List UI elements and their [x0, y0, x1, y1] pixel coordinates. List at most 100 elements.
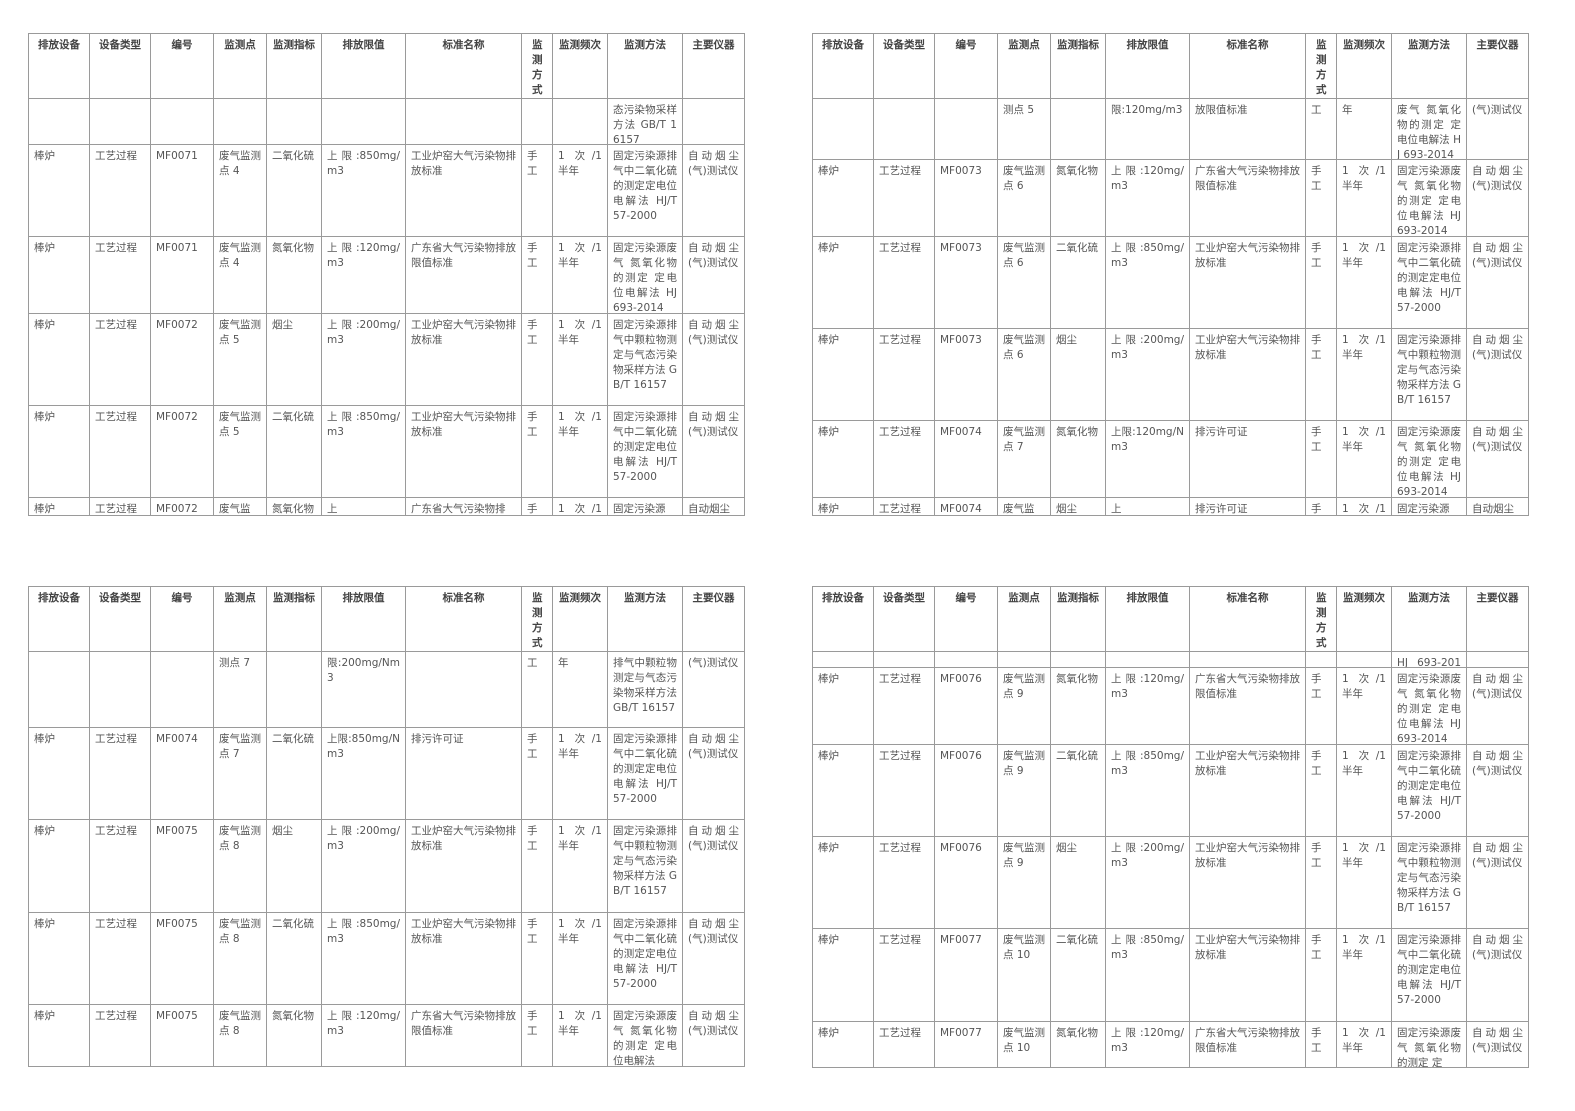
cell-text: 上限:120mg/m3 [1111, 165, 1184, 192]
cell-text: 棒炉 [818, 673, 839, 685]
cell-text: 工艺过程 [95, 319, 137, 331]
table-row: 棒炉 工艺过程 MF0071 废气监测点 4 氮氧化物 上限:120mg/m3 广东省大气污… [28, 236, 745, 314]
column-header: 主要仪器 [1466, 586, 1529, 652]
table-cell: 自动烟尘 [682, 497, 745, 516]
cell-text: MF0075 [156, 918, 198, 930]
table-cell: 手工 [1305, 667, 1337, 745]
table-row: 棒炉 工艺过程 MF0076 废气监测点 9 二氧化硫 上限:850mg/m3 工业炉窑大气… [812, 744, 1529, 837]
cell-text: 氮氧化物 [1056, 165, 1098, 177]
header-row: 排放设备 设备类型 编号 监测点 监测指标 排放限值 标准名称 监测方式 监测频次 监测方法 主要仪… [28, 586, 745, 652]
table-cell: 1 次/1 半年 [552, 144, 608, 237]
cell-text [935, 99, 997, 159]
cell-text: 工业炉窑大气污染物排放标准 [411, 319, 516, 346]
table-cell: 上限:120mg/m3 [1105, 667, 1190, 745]
column-header: 主要仪器 [1466, 33, 1529, 99]
table-cell: 上限:120mg/m3 [1105, 159, 1190, 237]
table-cell: 自动烟尘(气)测试仪 [1466, 1021, 1529, 1068]
cell-text: 工 [527, 657, 538, 669]
table-cell: 工业炉窑大气污染物排放标准 [405, 819, 522, 913]
cell-text: 工艺过程 [879, 842, 921, 854]
cell-text [406, 99, 521, 144]
cell-text: 手工 [1311, 334, 1322, 361]
table-cell: 自动烟尘(气)测试仪 [1466, 928, 1529, 1022]
table-cell: 棒炉 [28, 912, 90, 1005]
cell-text [406, 652, 521, 727]
table-cell: 手工 [521, 405, 553, 498]
column-header: 监测指标 [266, 586, 322, 652]
table-cell: HJ 693-2014 [1391, 651, 1467, 668]
cell-text: 工 [1311, 104, 1322, 116]
cell-text [813, 652, 873, 667]
table-cell [150, 651, 214, 728]
cell-text: 二氧化硫 [1056, 242, 1098, 254]
cell-text: 二氧化硫 [272, 411, 314, 423]
cell-text: 固定污染源排气中二氧化硫的测定定电位电解法 HJ/T 57-2000 [1397, 934, 1461, 1006]
table-cell: 氮氧化物 [266, 497, 322, 516]
table-cell: 手工 [521, 819, 553, 913]
cell-text: 烟尘 [1056, 842, 1077, 854]
table-cell: 自动烟尘(气)测试仪 [682, 727, 745, 820]
table-cell: 工业炉窑大气污染物排放标准 [1189, 928, 1306, 1022]
cell-text: 固定污染源排气中颗粒物测定与气态污染物采样方法 GB/T 16157 [613, 825, 677, 897]
table-cell: 工业炉窑大气污染物排放标准 [1189, 744, 1306, 837]
cell-text: 棒炉 [818, 503, 839, 515]
column-header: 标准名称 [1189, 33, 1306, 99]
cell-text: 工艺过程 [879, 503, 921, 515]
table-cell: 1 次/1 半 [552, 497, 608, 516]
cell-text: 自动烟尘(气)测试仪 [688, 242, 739, 269]
cell-text: MF0076 [940, 842, 982, 854]
cell-text: 手 [1311, 503, 1322, 515]
cell-text: MF0073 [940, 165, 982, 177]
cell-text: 手工 [1311, 934, 1322, 961]
column-header: 监测频次 [1336, 33, 1392, 99]
table-cell: 棒炉 [28, 313, 90, 406]
table-cell: 态污染物采样方法 GB/T 16157 [607, 98, 683, 145]
table-cell: 废气监 [997, 497, 1051, 516]
table-cell: 废气监测点 4 [213, 144, 267, 237]
table-cell: MF0071 [150, 236, 214, 314]
table-cell: 上限:850mg/m3 [321, 912, 406, 1005]
cell-text: 棒炉 [818, 165, 839, 177]
table-cell: 工业炉窑大气污染物排放标准 [1189, 236, 1306, 329]
cell-text: 废气监测点 7 [219, 733, 261, 760]
table-cell: 自动烟尘(气)测试仪 [1466, 236, 1529, 329]
cell-text: 上限:200mg/m3 [327, 319, 400, 346]
cell-text: 手工 [527, 918, 538, 945]
cell-text: 广东省大气污染物排 [411, 503, 506, 515]
cell-text [1190, 652, 1305, 667]
column-header: 主要仪器 [682, 33, 745, 99]
cell-text: 自动烟尘(气)测试仪 [688, 319, 739, 346]
cell-text: 上限:850mg/m3 [327, 918, 400, 945]
table-cell: 手工 [1305, 744, 1337, 837]
cell-text: 广东省大气污染物排放限值标准 [1195, 165, 1300, 192]
cell-text: 限:200mg/Nm3 [327, 657, 400, 684]
table-cell [266, 98, 322, 145]
cell-text: 1 次/1 半年 [1342, 334, 1386, 361]
column-header: 设备类型 [89, 586, 151, 652]
table-cell: 排污许可证 [1189, 420, 1306, 498]
table-cell: 工艺过程 [873, 928, 935, 1022]
table-cell: 工艺过程 [873, 236, 935, 329]
cell-text: 手工 [1311, 242, 1322, 269]
table-cell: 废气 氮氧化物的测定 定电位电解法 HJ 693-2014 [1391, 98, 1467, 160]
cell-text: 工业炉窑大气污染物排放标准 [411, 411, 516, 438]
cell-text: 固定污染源排气中二氧化硫的测定定电位电解法 HJ/T 57-2000 [613, 918, 677, 990]
table-cell: 手工 [1305, 328, 1337, 421]
cell-text: 工业炉窑大气污染物排放标准 [411, 825, 516, 852]
table-cell: 固定污染源废气 氮氧化物的测定 定电位电解法 HJ 693-2014 [1391, 667, 1467, 745]
column-header: 监测频次 [1336, 586, 1392, 652]
table-cell: 1 次/1 半年 [1336, 159, 1392, 237]
column-header: 设备类型 [89, 33, 151, 99]
cell-text: 自动烟尘(气)测试仪 [688, 918, 739, 945]
table-cell [552, 98, 608, 145]
table-cell: 废气监测点 7 [997, 420, 1051, 498]
cell-text: 上限:120mg/m3 [1111, 673, 1184, 700]
table-cell: 固定污染源排气中二氧化硫的测定定电位电解法 HJ/T 57-2000 [1391, 928, 1467, 1022]
table-cell: 上限:120mg/m3 [1105, 1021, 1190, 1068]
cell-text: 工艺过程 [879, 750, 921, 762]
table-cell: 广东省大气污染物排放限值标准 [1189, 1021, 1306, 1068]
cell-text: 棒炉 [818, 750, 839, 762]
table-cell: 1 次/1 半年 [1336, 928, 1392, 1022]
table-cell [873, 98, 935, 160]
cell-text: 手工 [527, 319, 538, 346]
